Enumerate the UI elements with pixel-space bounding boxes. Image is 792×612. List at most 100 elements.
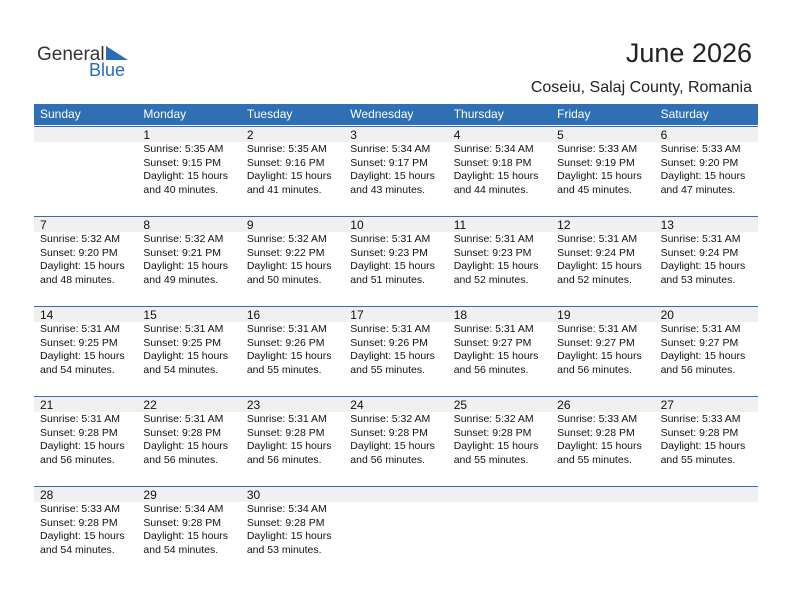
- minutes: and 44 minutes.: [453, 183, 529, 196]
- minutes: and 55 minutes.: [453, 453, 529, 466]
- sunrise: Sunrise: 5:34 AM: [350, 143, 431, 155]
- day-number: 12: [557, 218, 571, 232]
- day-band: [34, 396, 758, 412]
- sunset: Sunset: 9:27 PM: [660, 336, 739, 349]
- minutes: and 40 minutes.: [143, 183, 219, 196]
- sunset: Sunset: 9:20 PM: [40, 246, 118, 259]
- day-number: 29: [143, 488, 157, 502]
- day-number: 10: [350, 218, 364, 232]
- sunrise: Sunrise: 5:31 AM: [40, 323, 120, 335]
- sunset: Sunset: 9:28 PM: [557, 426, 635, 439]
- location: Coseiu, Salaj County, Romania: [530, 79, 752, 96]
- daylight: Daylight: 15 hours: [453, 260, 539, 272]
- daylight: Daylight: 15 hours: [557, 440, 642, 452]
- minutes: and 47 minutes.: [660, 183, 736, 196]
- sunset: Sunset: 9:28 PM: [143, 516, 222, 529]
- sunrise: Sunrise: 5:32 AM: [453, 413, 534, 425]
- daylight: Daylight: 15 hours: [350, 350, 435, 362]
- minutes: and 54 minutes.: [143, 363, 219, 376]
- daylight: Daylight: 15 hours: [660, 260, 746, 272]
- sunrise: Sunrise: 5:31 AM: [453, 233, 534, 245]
- sunrise: Sunrise: 5:34 AM: [453, 143, 534, 155]
- day-number: 24: [350, 398, 364, 412]
- sunrise: Sunrise: 5:31 AM: [143, 323, 224, 335]
- logo-icon: [106, 46, 128, 60]
- daylight: Daylight: 15 hours: [557, 170, 642, 182]
- sunset: Sunset: 9:21 PM: [143, 246, 222, 259]
- sunset: Sunset: 9:26 PM: [350, 336, 428, 349]
- sunrise: Sunrise: 5:31 AM: [350, 323, 431, 335]
- day-number: 21: [40, 398, 54, 412]
- day-number: 18: [453, 308, 468, 322]
- sunrise: Sunrise: 5:34 AM: [246, 503, 327, 515]
- sunset: Sunset: 9:20 PM: [660, 156, 739, 169]
- sunset: Sunset: 9:17 PM: [350, 156, 428, 169]
- day-number: 14: [40, 308, 54, 322]
- sunrise: Sunrise: 5:31 AM: [143, 413, 224, 425]
- sunrise: Sunrise: 5:35 AM: [143, 143, 224, 155]
- minutes: and 56 minutes.: [557, 363, 632, 376]
- day-number: 4: [453, 128, 461, 142]
- daylight: Daylight: 15 hours: [660, 170, 746, 182]
- sunrise: Sunrise: 5:31 AM: [453, 323, 534, 335]
- day-number: 5: [557, 128, 564, 142]
- day-number: 3: [350, 128, 357, 142]
- sunrise: Sunrise: 5:33 AM: [660, 413, 741, 425]
- daylight: Daylight: 15 hours: [143, 260, 229, 272]
- daylight: Daylight: 15 hours: [143, 530, 229, 542]
- weekday: Tuesday: [246, 107, 293, 121]
- day-number: 7: [40, 218, 47, 232]
- sunrise: Sunrise: 5:31 AM: [660, 233, 741, 245]
- minutes: and 56 minutes.: [660, 363, 736, 376]
- minutes: and 48 minutes.: [40, 273, 115, 286]
- sunset: Sunset: 9:28 PM: [350, 426, 428, 439]
- daylight: Daylight: 15 hours: [557, 350, 642, 362]
- sunrise: Sunrise: 5:32 AM: [246, 233, 327, 245]
- sunset: Sunset: 9:18 PM: [453, 156, 532, 169]
- minutes: and 52 minutes.: [557, 273, 632, 286]
- minutes: and 51 minutes.: [350, 273, 425, 286]
- sunrise: Sunrise: 5:31 AM: [557, 233, 638, 245]
- daylight: Daylight: 15 hours: [40, 350, 125, 362]
- sunrise: Sunrise: 5:31 AM: [350, 233, 431, 245]
- sunset: Sunset: 9:25 PM: [40, 336, 118, 349]
- sunrise: Sunrise: 5:33 AM: [40, 503, 120, 515]
- title: June 2026: [625, 38, 752, 68]
- sunset: Sunset: 9:28 PM: [660, 426, 739, 439]
- sunset: Sunset: 9:23 PM: [453, 246, 532, 259]
- daylight: Daylight: 15 hours: [143, 170, 229, 182]
- sunset: Sunset: 9:19 PM: [557, 156, 635, 169]
- daylight: Daylight: 15 hours: [660, 440, 746, 452]
- daylight: Daylight: 15 hours: [557, 260, 642, 272]
- day-number: 15: [143, 308, 157, 322]
- weekday: Friday: [557, 107, 591, 121]
- day-number: 19: [557, 308, 571, 322]
- logo-general: General: [37, 44, 105, 65]
- day-number: 13: [660, 218, 674, 232]
- day-number: 2: [246, 128, 254, 142]
- sunset: Sunset: 9:28 PM: [453, 426, 532, 439]
- sunrise: Sunrise: 5:35 AM: [246, 143, 327, 155]
- weekday: Wednesday: [350, 107, 414, 121]
- day-number: 8: [143, 218, 151, 232]
- minutes: and 41 minutes.: [246, 183, 322, 196]
- day-number: 17: [350, 308, 364, 322]
- minutes: and 56 minutes.: [453, 363, 529, 376]
- sunset: Sunset: 9:22 PM: [246, 246, 325, 259]
- minutes: and 56 minutes.: [246, 453, 322, 466]
- sunrise: Sunrise: 5:31 AM: [557, 323, 638, 335]
- daylight: Daylight: 15 hours: [453, 350, 539, 362]
- minutes: and 54 minutes.: [40, 363, 115, 376]
- sunrise: Sunrise: 5:31 AM: [246, 323, 327, 335]
- logo-blue: Blue: [89, 60, 126, 80]
- sunset: Sunset: 9:23 PM: [350, 246, 428, 259]
- sunset: Sunset: 9:15 PM: [143, 156, 222, 169]
- sunrise: Sunrise: 5:31 AM: [40, 413, 120, 425]
- sunset: Sunset: 9:28 PM: [246, 426, 325, 439]
- sunrise: Sunrise: 5:32 AM: [350, 413, 431, 425]
- sunset: Sunset: 9:28 PM: [143, 426, 222, 439]
- minutes: and 53 minutes.: [246, 543, 322, 556]
- sunset: Sunset: 9:26 PM: [246, 336, 325, 349]
- day-number: 20: [660, 308, 674, 322]
- minutes: and 54 minutes.: [143, 543, 219, 556]
